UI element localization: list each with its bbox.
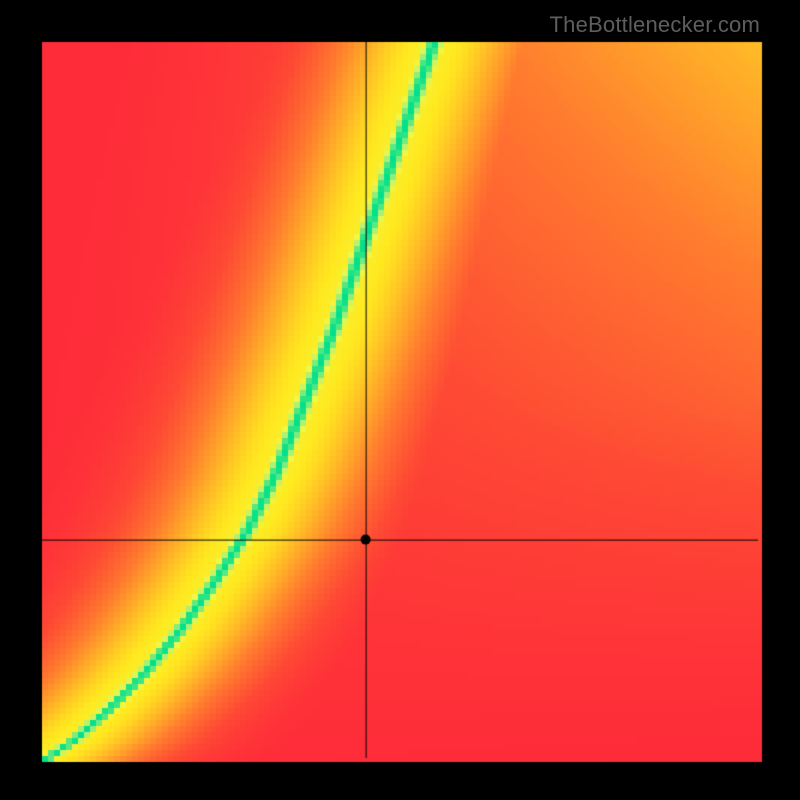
watermark-text: TheBottlenecker.com [550,12,760,38]
chart-container: TheBottlenecker.com [0,0,800,800]
heatmap-canvas [0,0,800,800]
